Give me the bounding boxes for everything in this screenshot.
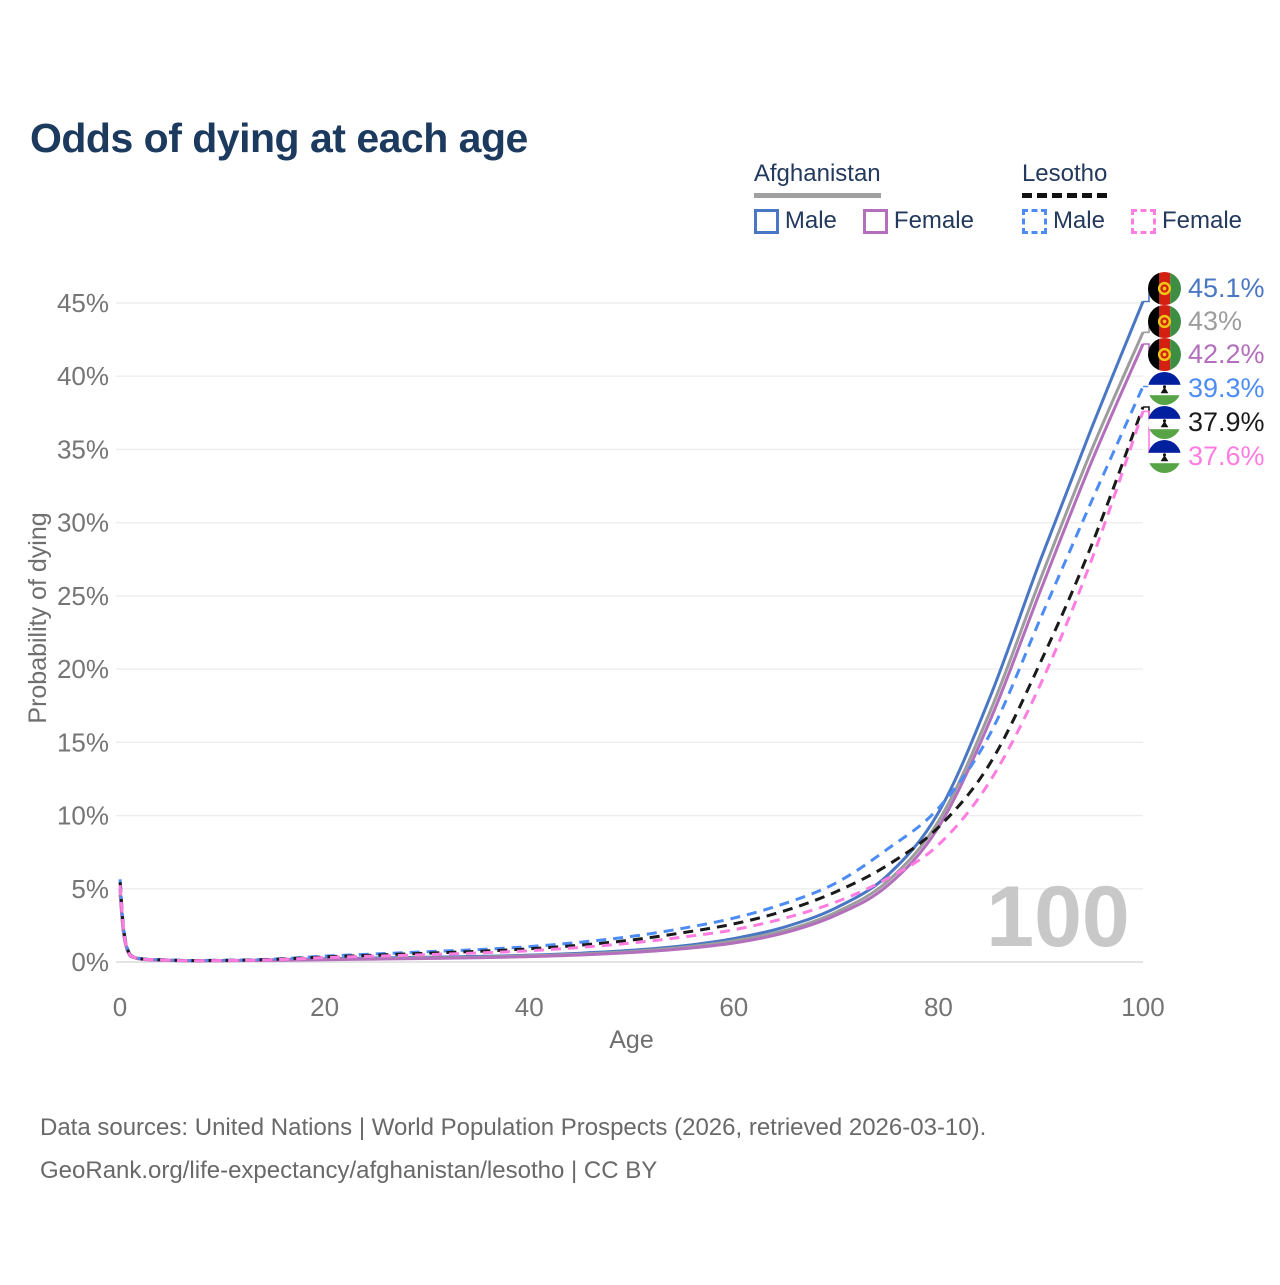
page-title: Odds of dying at each age [30, 115, 528, 162]
y-tick-label: 0% [71, 947, 109, 977]
lesotho-flag-icon [1148, 371, 1181, 405]
legend-item-afghanistan-male[interactable]: Male [753, 207, 837, 235]
watermark-age: 100 [986, 869, 1130, 965]
gridlines [116, 302, 1143, 963]
x-tick-label: 100 [1121, 992, 1164, 1022]
legend-item-label: Female [893, 207, 974, 234]
end-label-value: 37.9% [1188, 406, 1265, 437]
y-tick-label: 15% [57, 727, 109, 757]
end-label-afghanistan-female: 42.2% [1148, 337, 1265, 371]
end-label-lesotho-male: 39.3% [1148, 371, 1265, 405]
end-label-value: 39.3% [1188, 372, 1265, 403]
lesotho-flag-icon [1148, 405, 1181, 439]
y-tick-label: 45% [57, 288, 109, 318]
end-label-afghanistan-both: 43% [1148, 304, 1242, 338]
y-tick-label: 30% [57, 508, 109, 538]
legend-item-lesotho-male[interactable]: Male [1021, 207, 1105, 235]
afghanistan-flag-icon [1148, 271, 1181, 305]
x-tick-label: 40 [515, 992, 544, 1022]
end-label-lesotho-female: 37.6% [1148, 439, 1265, 473]
series-line-lesotho-male [118, 385, 1145, 962]
end-label-value: 37.6% [1188, 440, 1265, 471]
legend-item-label: Male [1052, 207, 1105, 234]
series-line-lesotho-both [118, 406, 1145, 963]
y-axis-title: Probability of dying [24, 512, 52, 723]
legend-item-lesotho-female[interactable]: Female [1130, 207, 1242, 235]
legend-item-label: Female [1161, 207, 1242, 234]
series-lines [118, 300, 1145, 963]
legend-country-lesotho[interactable]: Lesotho [1021, 160, 1108, 198]
end-label-value: 42.2% [1188, 338, 1265, 369]
x-tick-label: 20 [310, 992, 339, 1022]
lesotho-flag-icon [1148, 439, 1181, 473]
y-tick-label: 20% [57, 654, 109, 684]
solid-line-swatch-icon [862, 208, 888, 234]
legend-item-afghanistan-female[interactable]: Female [862, 207, 974, 235]
dashed-line-swatch-icon [1130, 208, 1156, 234]
y-tick-label: 5% [71, 874, 109, 904]
x-tick-label: 80 [924, 992, 953, 1022]
watermark-age-value: 100 [986, 869, 1130, 965]
y-tick-label: 10% [57, 801, 109, 831]
dashed-line-swatch-icon [1021, 208, 1047, 234]
legend-item-label: Male [784, 207, 837, 234]
axis-labels: 0% 5% 10% 15% 20% 25% 30% 35% 40% 45% 0 20 40 60 80 100… [24, 288, 1165, 1054]
legend-country-afghanistan[interactable]: Afghanistan [753, 160, 881, 198]
chart-legend: Afghanistan Male Female Lesotho Male Fem… [753, 160, 1242, 235]
afghanistan-flag-icon [1148, 304, 1181, 338]
x-axis-title: Age [609, 1026, 653, 1054]
solid-line-swatch-icon [753, 208, 779, 234]
data-sources-footer: Data sources: United Nations | World Pop… [40, 1106, 986, 1192]
legend-group-lesotho: Lesotho Male Female [1021, 160, 1242, 235]
series-line-afghanistan-male [118, 300, 1145, 963]
y-tick-label: 35% [57, 434, 109, 464]
legend-group-afghanistan: Afghanistan Male Female [753, 160, 974, 235]
end-label-value: 43% [1188, 305, 1243, 336]
footer-line-1: Data sources: United Nations | World Pop… [40, 1114, 987, 1141]
end-label-lesotho-both: 37.9% [1148, 405, 1265, 439]
series-line-afghanistan-both [118, 331, 1145, 963]
footer-line-2[interactable]: GeoRank.org/life-expectancy/afghanistan/… [40, 1157, 658, 1184]
y-tick-label: 40% [57, 361, 109, 391]
x-tick-label: 60 [719, 992, 748, 1022]
x-tick-label: 0 [113, 992, 127, 1022]
end-label-value: 45.1% [1188, 272, 1265, 303]
y-tick-label: 25% [57, 581, 109, 611]
afghanistan-flag-icon [1148, 337, 1181, 371]
end-label-afghanistan-male: 45.1% [1148, 271, 1265, 305]
